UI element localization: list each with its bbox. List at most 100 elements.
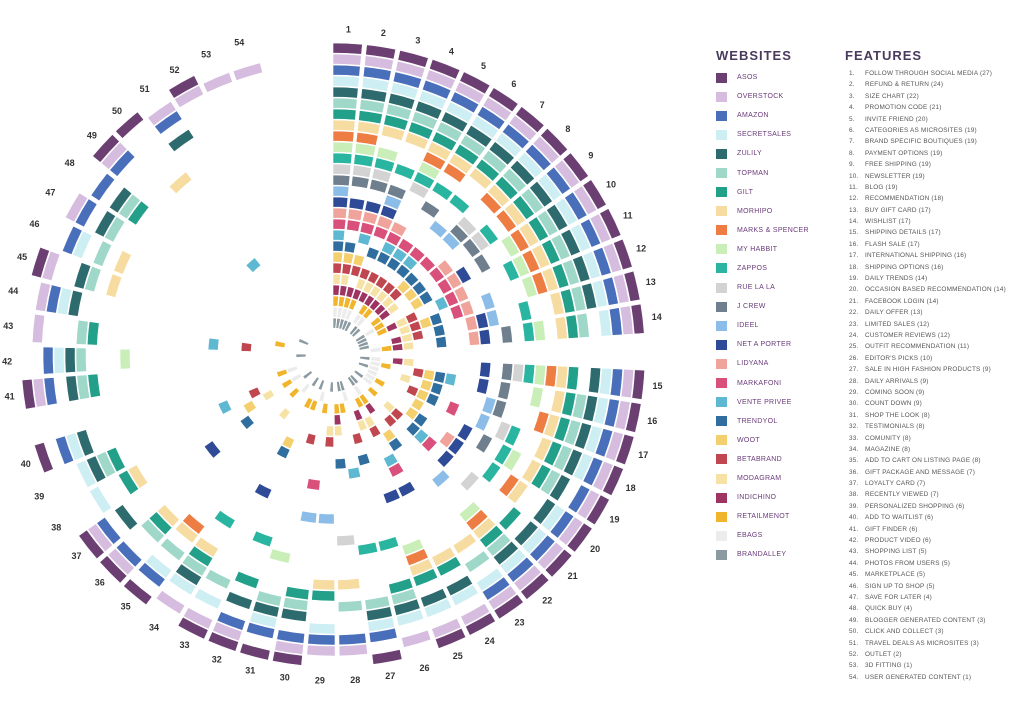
- feature-spoke: [356, 208, 622, 346]
- website-segment: [540, 127, 569, 157]
- website-segment: [576, 312, 590, 339]
- website-segment: [422, 151, 447, 171]
- website-segment: [168, 171, 193, 195]
- feature-number: 2.: [849, 81, 855, 89]
- website-segment: [338, 318, 345, 330]
- website-segment: [428, 58, 461, 80]
- website-legend-label: RETAILMENOT: [737, 513, 790, 521]
- website-segment: [183, 607, 214, 630]
- website-segment: [553, 444, 573, 472]
- website-segment: [614, 400, 631, 431]
- website-segment: [343, 297, 352, 309]
- feature-label: PROMOTION CODE (21): [865, 104, 942, 112]
- feature-number-label: 6: [511, 79, 516, 89]
- website-segment: [332, 53, 362, 66]
- feature-legend-item: 40. ADD TO WAITLIST (6): [849, 512, 1006, 523]
- website-segment: [346, 375, 357, 387]
- feature-spoke: [78, 370, 313, 560]
- features-legend-title: FEATURES: [845, 48, 923, 63]
- website-segment: [383, 194, 403, 211]
- website-segment: [367, 616, 396, 633]
- feature-spoke: [35, 281, 286, 349]
- feature-number: 24.: [849, 331, 859, 339]
- website-segment: [460, 602, 491, 626]
- feature-label: SHIPPING OPTIONS (16): [865, 263, 944, 271]
- website-segment: [67, 289, 84, 317]
- website-segment: [337, 296, 346, 308]
- feature-legend-item: 44. PHOTOS FROM USERS (5): [849, 558, 1006, 569]
- website-segment: [470, 230, 490, 252]
- website-segment: [447, 436, 465, 456]
- feature-number-label: 40: [21, 459, 31, 469]
- website-segment: [476, 106, 506, 131]
- website-segment: [436, 449, 455, 468]
- website-segment: [332, 284, 340, 296]
- website-segment: [517, 151, 544, 179]
- feature-number: 10.: [849, 172, 859, 180]
- feature-spoke: [155, 376, 320, 615]
- website-segment: [370, 346, 382, 353]
- website-segment: [332, 75, 360, 88]
- website-segment: [109, 149, 136, 177]
- website-legend-label: BETABRAND: [737, 455, 782, 463]
- website-segment: [364, 595, 391, 611]
- website-segment: [217, 399, 233, 415]
- website-legend-label: LIDYANA: [737, 360, 769, 368]
- feature-spoke: [99, 387, 301, 584]
- feature-legend-item: 43. SHOPPING LIST (5): [849, 546, 1006, 557]
- website-segment: [544, 548, 573, 578]
- feature-label: WISHLIST (17): [865, 218, 911, 226]
- website-segment: [369, 178, 389, 194]
- website-segment: [385, 103, 412, 121]
- feature-spoke: [202, 72, 233, 93]
- website-segment: [378, 309, 391, 322]
- feature-legend-item: 23. LIMITED SALES (12): [849, 319, 1006, 330]
- website-segment: [341, 263, 352, 276]
- website-segment: [540, 239, 561, 265]
- website-segment: [76, 374, 91, 400]
- website-segment: [570, 285, 587, 312]
- website-segment: [594, 428, 614, 458]
- feature-spoke: [335, 44, 397, 329]
- website-segment: [240, 342, 253, 352]
- website-legend-label: INDICHINO: [737, 494, 777, 502]
- feature-spoke: [64, 192, 126, 243]
- website-segment: [371, 649, 403, 665]
- website-segment: [456, 423, 474, 442]
- website-segment: [357, 361, 370, 369]
- feature-legend-item: 33. COMUNITY (8): [849, 433, 1006, 444]
- website-segment: [524, 143, 552, 171]
- feature-number: 48.: [849, 605, 859, 613]
- feature-label: INTERNATIONAL SHIPPING (16): [865, 252, 967, 260]
- feature-number: 8.: [849, 149, 855, 157]
- website-segment: [458, 501, 481, 523]
- feature-legend-item: 50. CLICK AND COLLECT (3): [849, 626, 1006, 637]
- website-segment: [359, 99, 386, 114]
- feature-spoke: [177, 397, 314, 640]
- website-segment: [592, 460, 614, 492]
- website-segment: [623, 270, 641, 302]
- website-segment: [334, 425, 343, 437]
- website-segment: [508, 114, 538, 142]
- website-segment: [311, 589, 336, 602]
- website-segment: [140, 518, 165, 544]
- website-segment: [478, 223, 499, 246]
- website-segment: [352, 313, 362, 325]
- feature-legend-item: 2. REFUND & RETURN (24): [849, 79, 1006, 90]
- website-segment: [532, 498, 557, 525]
- website-swatch: [716, 206, 727, 217]
- website-segment: [392, 71, 423, 89]
- website-segment: [167, 128, 195, 153]
- website-segment: [175, 563, 203, 587]
- website-segment: [474, 412, 491, 432]
- feature-number: 29.: [849, 388, 859, 396]
- feature-number-label: 2: [381, 28, 386, 38]
- website-segment: [96, 451, 117, 478]
- website-segment: [338, 380, 346, 392]
- website-segment: [366, 386, 379, 398]
- website-legend-item: GILT: [716, 183, 809, 202]
- website-segment: [317, 379, 325, 391]
- website-legend-label: GILT: [737, 188, 754, 196]
- feature-legend-item: 15. SHIPPING DETAILS (17): [849, 227, 1006, 238]
- website-legend-label: MARKAFONI: [737, 379, 782, 387]
